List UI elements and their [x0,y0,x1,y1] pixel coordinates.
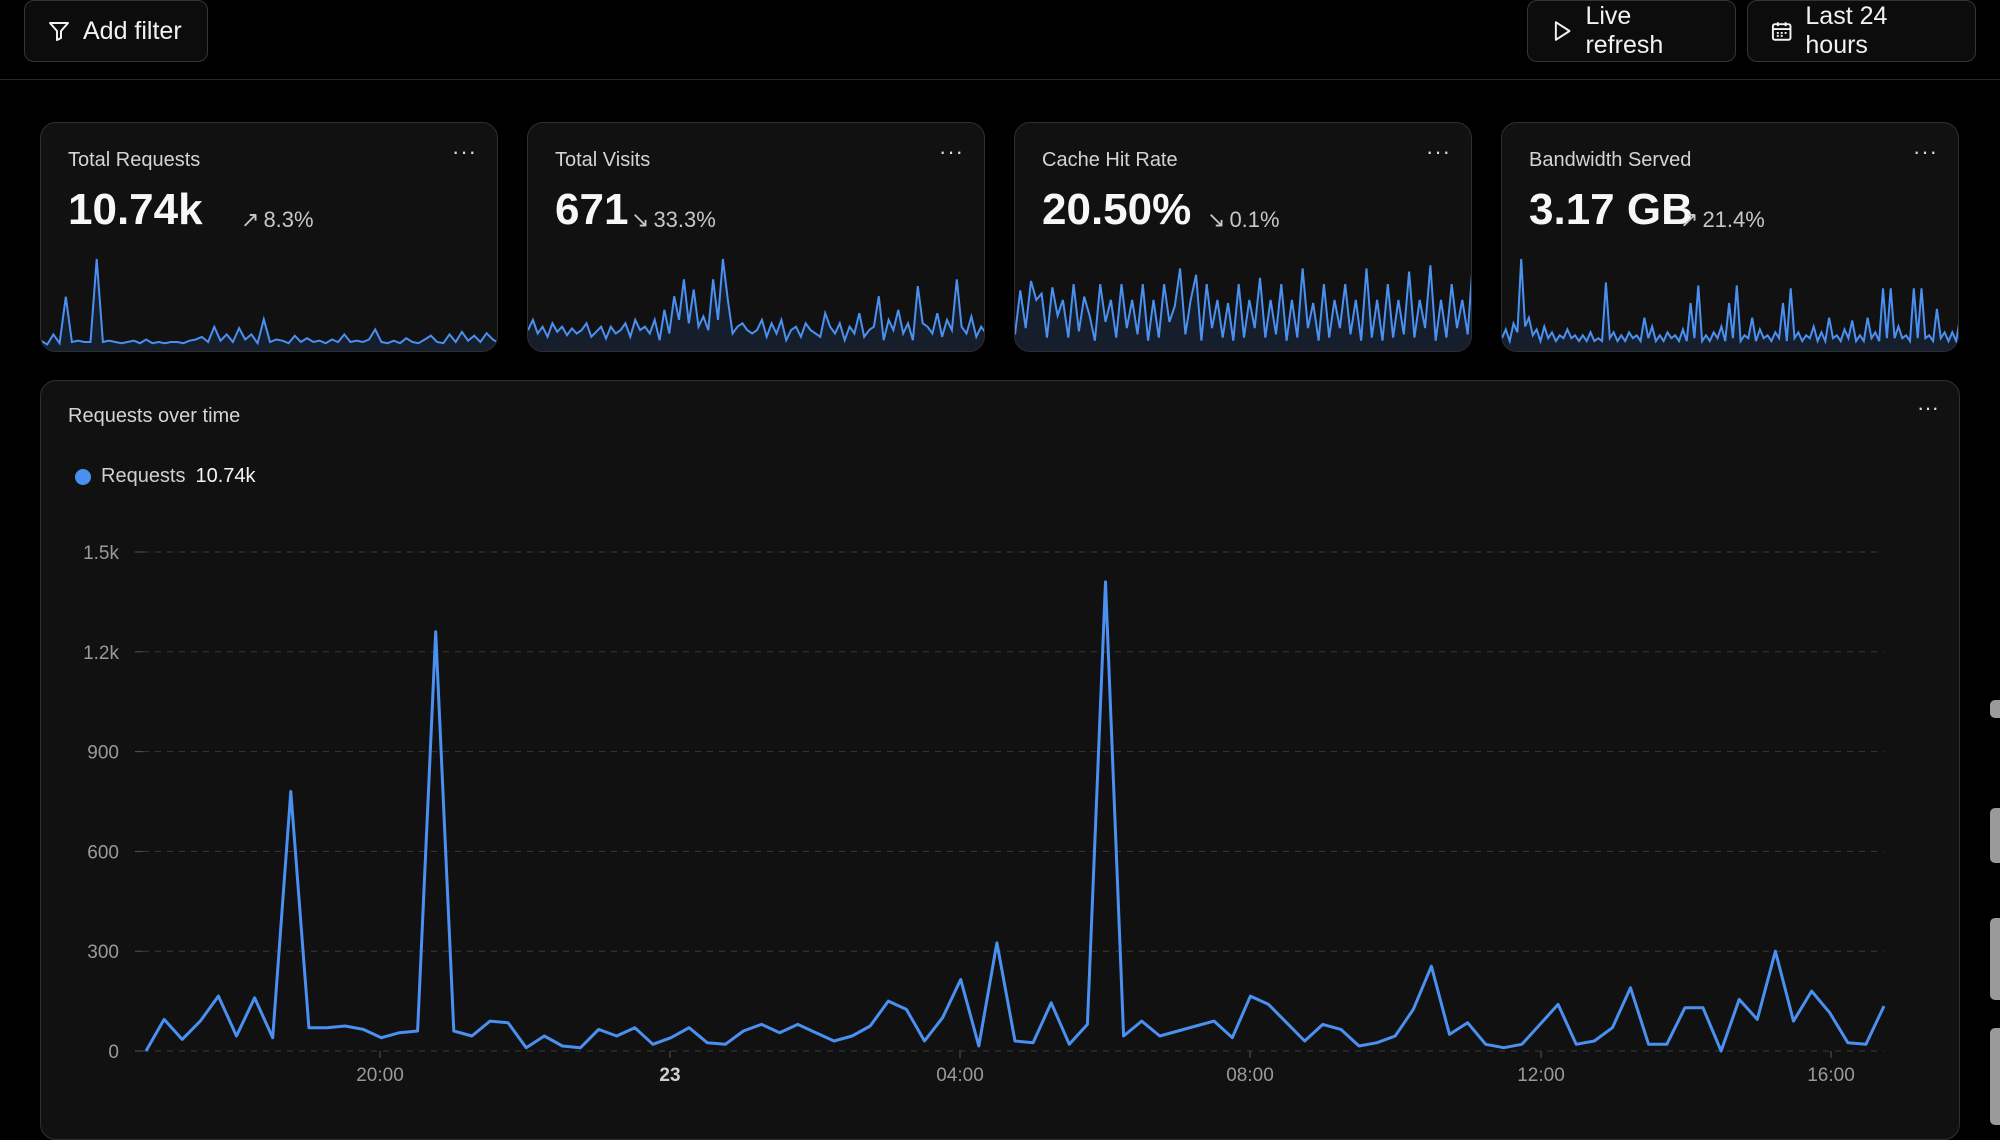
calendar-icon [1771,22,1792,41]
play-icon [1554,21,1571,41]
card-change: ↗ 8.3% [241,207,314,233]
x-tick-label: 04:00 [936,1065,984,1086]
card-title: Bandwidth Served [1529,149,1692,171]
card-change: ↗ 21.4% [1680,207,1765,233]
time-range-label: Last 24 hours [1805,2,1888,59]
requests-line-chart: 0 300 600 900 1.2k 1.5k 20:00 23 04:00 08:00 12:00… [83,543,1886,1086]
more-icon[interactable]: ··· [1917,395,1939,420]
card-value: 671 [555,185,629,234]
chart-legend: Requests 10.74k [75,465,256,488]
requests-series-line [144,580,1886,1053]
sparkline [1502,258,1958,351]
arrow-up-right-icon: ↗ [1680,207,1699,232]
card-value: 10.74k [68,185,203,234]
y-tick-label: 0 [108,1042,119,1063]
arrow-down-right-icon: ↘ [1207,207,1226,232]
card-change: ↘ 0.1% [1207,207,1280,233]
x-tick-label: 08:00 [1226,1065,1274,1086]
x-tick-label: 20:00 [356,1065,404,1086]
card-bandwidth-served: Bandwidth Served ··· 3.17 GB ↗ 21.4% [1501,122,1959,352]
x-tick-label: 23 [659,1065,680,1086]
sparkline-line [41,258,497,346]
sparkline-area [528,259,984,351]
y-tick-label: 900 [87,743,119,764]
scrollbar-marker[interactable] [1990,808,2000,863]
scrollbar-thumb[interactable] [1990,1028,2000,1125]
top-toolbar: Add filter Live refresh Last 24 hours [0,0,2000,80]
live-refresh-label: Live refresh [1585,2,1664,59]
card-total-requests: Total Requests ··· 10.74k ↗ 8.3% [40,122,498,352]
filter-icon [49,22,69,41]
card-cache-hit-rate: Cache Hit Rate ··· 20.50% ↘ 0.1% [1014,122,1472,352]
sparkline-area [1502,259,1958,351]
card-value: 20.50% [1042,185,1192,234]
legend-swatch [75,468,91,485]
more-icon[interactable]: ··· [1913,139,1938,164]
more-icon[interactable]: ··· [939,139,964,164]
card-change: ↘ 33.3% [631,207,716,233]
arrow-up-right-icon: ↗ [241,207,260,232]
change-value: 8.3% [263,207,314,232]
card-value: 3.17 GB [1529,185,1693,234]
requests-over-time-panel: 0 300 600 900 1.2k 1.5k 20:00 23 04:00 08:00 12:00… [40,380,1960,1140]
change-value: 33.3% [653,207,716,232]
card-total-visits: Total Visits ··· 671 ↘ 33.3% [527,122,985,352]
card-title: Cache Hit Rate [1042,149,1178,171]
sparkline [1015,265,1471,351]
legend-value: 10.74k [195,465,256,487]
arrow-down-right-icon: ↘ [631,207,650,232]
sparkline [528,258,984,351]
card-title: Total Visits [555,149,651,171]
y-tick-label: 600 [87,842,119,863]
change-value: 21.4% [1702,207,1765,232]
y-tick-label: 1.5k [83,543,119,564]
sparkline-line [1502,258,1958,345]
card-title: Total Requests [68,149,201,171]
scrollbar-marker[interactable] [1990,918,2000,1000]
sparkline [41,258,497,351]
legend-label: Requests [101,465,186,487]
x-tick-label: 16:00 [1807,1065,1855,1086]
sparkline-area [1015,265,1471,351]
change-value: 0.1% [1229,207,1280,232]
sparkline-area [41,259,497,351]
y-tick-label: 300 [87,942,119,963]
add-filter-button[interactable]: Add filter [24,0,208,62]
sparkline-line [528,258,984,344]
x-tick-label: 12:00 [1517,1065,1565,1086]
add-filter-label: Add filter [83,16,182,45]
scrollbar-marker[interactable] [1990,700,2000,718]
y-tick-label: 1.2k [83,643,119,664]
panel-title: Requests over time [68,405,241,427]
time-range-button[interactable]: Last 24 hours [1747,0,1976,62]
more-icon[interactable]: ··· [452,139,477,164]
more-icon[interactable]: ··· [1426,139,1451,164]
sparkline-line [1015,265,1471,341]
live-refresh-button[interactable]: Live refresh [1527,0,1736,62]
